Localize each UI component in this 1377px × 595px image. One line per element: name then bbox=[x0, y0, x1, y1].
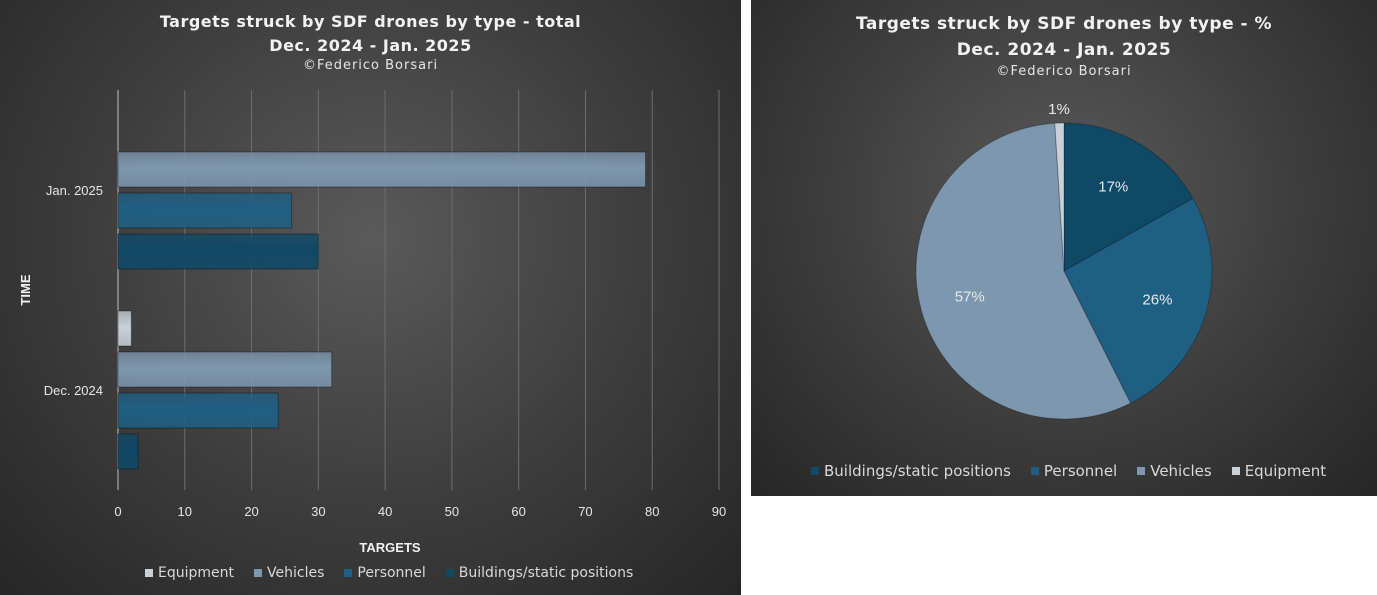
legend-label-vehicles: Vehicles bbox=[267, 565, 325, 581]
bar-chart-legend: Equipment Vehicles Personnel Buildings/s… bbox=[145, 565, 633, 581]
pie-legend-swatch-equipment bbox=[1231, 467, 1240, 475]
x-tick-label: 20 bbox=[244, 504, 258, 519]
x-axis-title: TARGETS bbox=[359, 540, 420, 555]
x-tick-label: 30 bbox=[311, 504, 325, 519]
pie-slice-personnel bbox=[1063, 197, 1213, 404]
bar-buildings bbox=[117, 233, 319, 270]
legend-swatch-buildings bbox=[445, 569, 454, 577]
pie-legend-item-vehicles: Vehicles bbox=[1137, 462, 1212, 480]
y-axis-title: TIME bbox=[18, 274, 33, 305]
pie-data-label-vehicles: 57% bbox=[955, 289, 985, 306]
pie-data-label-equipment: 1% bbox=[1048, 101, 1070, 118]
x-tick-label: 40 bbox=[378, 504, 392, 519]
legend-item-buildings: Buildings/static positions bbox=[445, 565, 634, 581]
pie-data-label-personnel: 26% bbox=[1142, 291, 1172, 308]
bar-chart-plot: 0 10 20 30 40 50 60 70 80 90 TARGETS TIME Dec. 2024 J… bbox=[18, 90, 726, 555]
pie-slice-buildings bbox=[1063, 122, 1194, 272]
legend-swatch-vehicles bbox=[254, 569, 262, 577]
x-tick-label: 10 bbox=[178, 504, 192, 519]
pie-chart-plot: 17% 26% 57% 1% bbox=[915, 101, 1213, 420]
pie-legend-item-personnel: Personnel bbox=[1030, 462, 1118, 480]
bar-buildings bbox=[117, 433, 139, 470]
pie-legend-label-personnel: Personnel bbox=[1043, 462, 1118, 480]
pie-legend-swatch-vehicles bbox=[1137, 467, 1146, 475]
legend-label-personnel: Personnel bbox=[357, 565, 426, 581]
bar-personnel bbox=[117, 192, 293, 229]
pie-legend-label-equipment: Equipment bbox=[1244, 462, 1327, 480]
pie-data-label-buildings: 17% bbox=[1098, 179, 1128, 196]
bar-chart-credit: ©Federico Borsari bbox=[302, 58, 439, 73]
pie-legend-label-vehicles: Vehicles bbox=[1150, 462, 1212, 480]
legend-swatch-equipment bbox=[145, 569, 153, 577]
pie-chart-title: Targets struck by SDF drones by type - % bbox=[855, 14, 1273, 34]
pie-chart-subtitle: Dec. 2024 - Jan. 2025 bbox=[956, 40, 1172, 60]
x-tick-label: 0 bbox=[114, 504, 121, 519]
pie-slice-vehicles bbox=[915, 122, 1132, 420]
x-tick-label: 90 bbox=[712, 504, 726, 519]
x-tick-label: 60 bbox=[511, 504, 525, 519]
bar-chart-panel: Targets struck by SDF drones by type - t… bbox=[0, 0, 741, 595]
pie-legend-item-equipment: Equipment bbox=[1231, 462, 1327, 480]
x-tick-label: 50 bbox=[445, 504, 459, 519]
legend-label-buildings: Buildings/static positions bbox=[458, 565, 634, 581]
bar-personnel bbox=[117, 392, 279, 429]
pie-legend-swatch-personnel bbox=[1030, 467, 1039, 475]
legend-item-vehicles: Vehicles bbox=[254, 565, 324, 581]
pie-legend-label-buildings: Buildings/static positions bbox=[824, 462, 1011, 480]
pie-slice-equipment bbox=[1054, 122, 1065, 272]
pie-legend-swatch-buildings bbox=[811, 467, 819, 475]
legend-swatch-personnel bbox=[344, 569, 353, 577]
x-tick-label: 70 bbox=[578, 504, 592, 519]
bar-chart-title: Targets struck by SDF drones by type - t… bbox=[159, 12, 582, 31]
bar-equipment bbox=[117, 310, 132, 347]
y-category-label: Jan. 2025 bbox=[46, 183, 103, 198]
y-category-label: Dec. 2024 bbox=[44, 383, 103, 398]
x-tick-label: 80 bbox=[645, 504, 659, 519]
legend-item-personnel: Personnel bbox=[344, 565, 426, 581]
legend-label-equipment: Equipment bbox=[158, 565, 234, 581]
bar-vehicles bbox=[117, 351, 333, 388]
pie-chart-panel: Targets struck by SDF drones by type - %… bbox=[751, 0, 1377, 496]
pie-chart-legend: Buildings/static positions Personnel Veh… bbox=[811, 462, 1326, 480]
bar-chart-subtitle: Dec. 2024 - Jan. 2025 bbox=[269, 36, 472, 55]
legend-item-equipment: Equipment bbox=[145, 565, 234, 581]
bar-vehicles bbox=[117, 151, 647, 188]
pie-chart-credit: ©Federico Borsari bbox=[996, 64, 1132, 79]
pie-legend-item-buildings: Buildings/static positions bbox=[811, 462, 1011, 480]
